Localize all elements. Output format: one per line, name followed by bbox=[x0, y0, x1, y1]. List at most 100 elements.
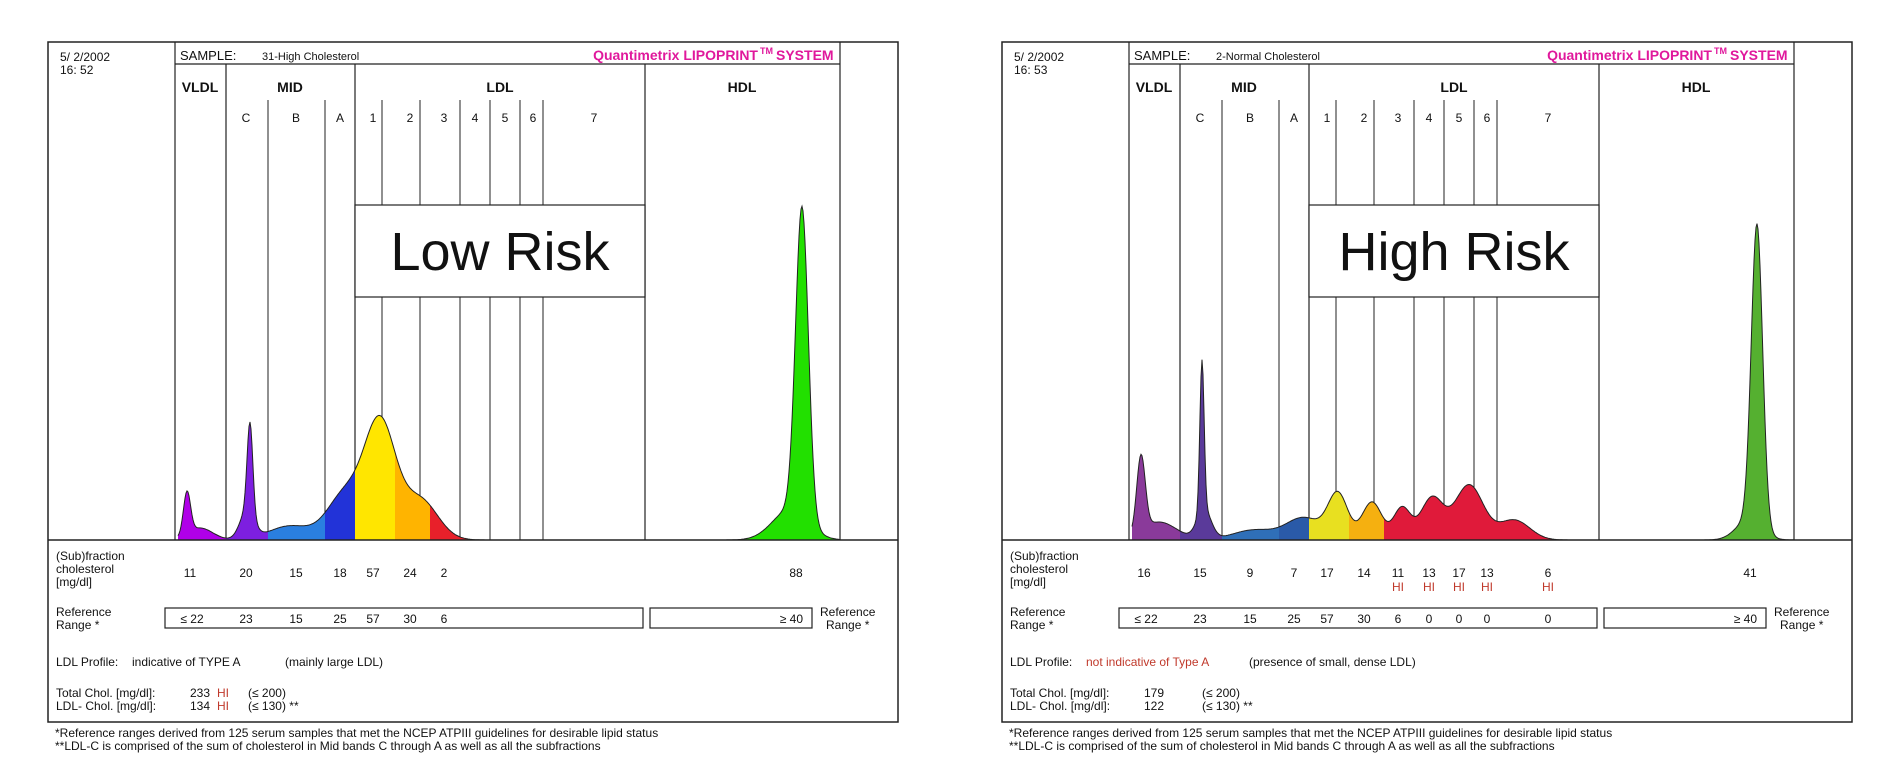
band-label-7: 7 bbox=[1545, 111, 1552, 125]
fraction-flag: HI bbox=[1392, 580, 1404, 594]
footnote-1: *Reference ranges derived from 125 serum… bbox=[1009, 726, 1612, 740]
total-chol-ref: (≤ 200) bbox=[1202, 686, 1240, 700]
risk-label: Low Risk bbox=[390, 222, 610, 282]
band-label-7: 7 bbox=[591, 111, 598, 125]
reference-value: 25 bbox=[1287, 612, 1301, 626]
reference-label-1: Reference bbox=[56, 605, 112, 619]
profile-text: not indicative of Type A bbox=[1086, 655, 1209, 669]
band-label-B: B bbox=[1246, 111, 1254, 125]
band-label-C: C bbox=[1196, 111, 1205, 125]
band-label-6: 6 bbox=[530, 111, 537, 125]
fraction-label-2: cholesterol bbox=[56, 562, 114, 576]
reference-label-right-2: Range * bbox=[1780, 618, 1824, 632]
sample-label: SAMPLE: bbox=[1134, 48, 1190, 63]
reference-label-2: Range * bbox=[1010, 618, 1054, 632]
fraction-flag: HI bbox=[1423, 580, 1435, 594]
risk-label: High Risk bbox=[1338, 222, 1570, 282]
ldl-chol-ref: (≤ 130) ** bbox=[248, 699, 299, 713]
group-label-hdl: HDL bbox=[1682, 79, 1711, 95]
area-ldl-2 bbox=[395, 452, 430, 540]
group-label-mid: MID bbox=[277, 79, 303, 95]
profile-text: indicative of TYPE A bbox=[132, 655, 241, 669]
reference-label-1: Reference bbox=[1010, 605, 1066, 619]
fraction-value: 41 bbox=[1743, 566, 1757, 580]
group-label-ldl: LDL bbox=[486, 79, 514, 95]
reference-label-right-1: Reference bbox=[1774, 605, 1830, 619]
fraction-value: 13 bbox=[1422, 566, 1436, 580]
reference-value: 0 bbox=[1456, 612, 1463, 626]
band-label-1: 1 bbox=[370, 111, 377, 125]
reference-box-hdl bbox=[649, 607, 813, 629]
brand-tm: TM bbox=[760, 46, 773, 56]
fraction-value: 9 bbox=[1247, 566, 1254, 580]
fraction-value: 2 bbox=[441, 566, 448, 580]
profile-label: LDL Profile: bbox=[1010, 655, 1072, 669]
area-ldl-small bbox=[1384, 484, 1554, 540]
reference-value: 23 bbox=[239, 612, 253, 626]
group-label-mid: MID bbox=[1231, 79, 1257, 95]
fraction-value: 14 bbox=[1357, 566, 1371, 580]
fraction-value: 16 bbox=[1137, 566, 1151, 580]
brand-system: SYSTEM bbox=[776, 47, 834, 63]
report-time: 16: 52 bbox=[60, 63, 94, 77]
reference-label-2: Range * bbox=[56, 618, 100, 632]
band-label-6: 6 bbox=[1484, 111, 1491, 125]
area-ldl-1 bbox=[1309, 491, 1349, 540]
profile-note: (mainly large LDL) bbox=[285, 655, 383, 669]
footnote-2: **LDL-C is comprised of the sum of chole… bbox=[1009, 739, 1555, 753]
band-label-2: 2 bbox=[407, 111, 414, 125]
band-label-A: A bbox=[336, 111, 344, 125]
total-chol-flag: HI bbox=[217, 686, 229, 700]
ldl-chol-label: LDL- Chol. [mg/dl]: bbox=[56, 699, 156, 713]
fraction-value: 7 bbox=[1291, 566, 1298, 580]
fraction-flag: HI bbox=[1481, 580, 1493, 594]
band-label-5: 5 bbox=[1456, 111, 1463, 125]
reference-label-right-1: Reference bbox=[820, 605, 876, 619]
fraction-label-2: cholesterol bbox=[1010, 562, 1068, 576]
footnote-1: *Reference ranges derived from 125 serum… bbox=[55, 726, 658, 740]
reference-value: 30 bbox=[403, 612, 417, 626]
ldl-chol-ref: (≤ 130) ** bbox=[1202, 699, 1253, 713]
area-mid-c bbox=[226, 422, 268, 540]
fraction-label-1: (Sub)fraction bbox=[1010, 549, 1079, 563]
reference-value: 6 bbox=[1395, 612, 1402, 626]
fraction-value: 15 bbox=[1193, 566, 1207, 580]
reference-value: 0 bbox=[1426, 612, 1433, 626]
band-label-3: 3 bbox=[441, 111, 448, 125]
reference-value: 6 bbox=[441, 612, 448, 626]
reference-value: 0 bbox=[1545, 612, 1552, 626]
reference-value: 30 bbox=[1357, 612, 1371, 626]
reference-value: 57 bbox=[366, 612, 380, 626]
reference-value: ≤ 22 bbox=[180, 612, 204, 626]
area-mid-c bbox=[1180, 359, 1222, 540]
area-mid-b bbox=[268, 512, 325, 540]
risk-box bbox=[354, 204, 646, 298]
band-label-5: 5 bbox=[502, 111, 509, 125]
group-label-vldl: VLDL bbox=[182, 79, 219, 95]
fraction-value: 17 bbox=[1320, 566, 1334, 580]
fraction-value: 11 bbox=[1392, 566, 1405, 580]
fraction-value: 15 bbox=[289, 566, 303, 580]
total-chol-ref: (≤ 200) bbox=[248, 686, 286, 700]
total-chol-value: 179 bbox=[1144, 686, 1164, 700]
brand-name: Quantimetrix LIPOPRINT bbox=[1547, 47, 1712, 63]
fraction-flag: HI bbox=[1453, 580, 1465, 594]
band-label-3: 3 bbox=[1395, 111, 1402, 125]
ldl-chol-value: 122 bbox=[1144, 699, 1164, 713]
brand-tm: TM bbox=[1714, 46, 1727, 56]
total-chol-label: Total Chol. [mg/dl]: bbox=[56, 686, 155, 700]
area-hdl bbox=[1674, 223, 1794, 540]
area-mid-b bbox=[1222, 526, 1279, 540]
profile-note: (presence of small, dense LDL) bbox=[1249, 655, 1416, 669]
brand-system: SYSTEM bbox=[1730, 47, 1788, 63]
group-label-vldl: VLDL bbox=[1136, 79, 1173, 95]
area-vldl bbox=[1132, 454, 1180, 540]
area-ldl-2 bbox=[1349, 501, 1384, 540]
band-label-4: 4 bbox=[1426, 111, 1433, 125]
band-label-A: A bbox=[1290, 111, 1298, 125]
fraction-value: 11 bbox=[184, 566, 197, 580]
area-ldl-1 bbox=[355, 415, 395, 540]
